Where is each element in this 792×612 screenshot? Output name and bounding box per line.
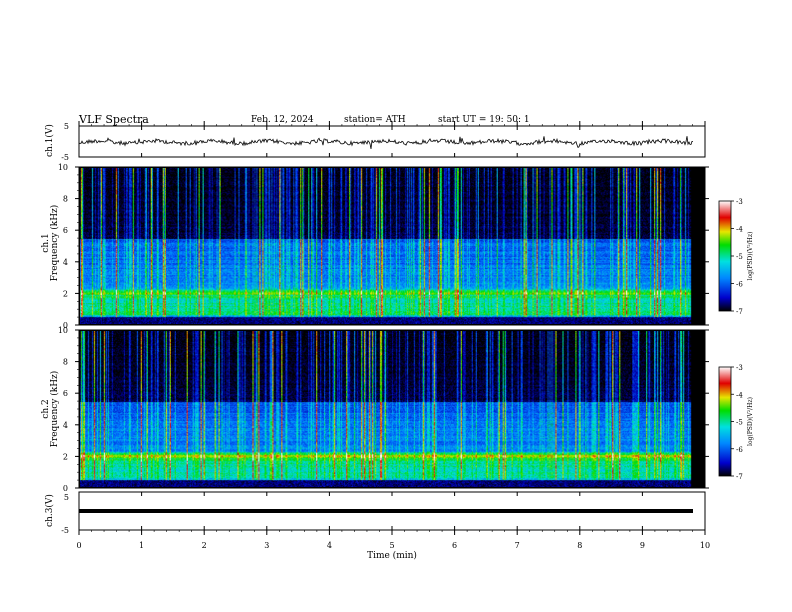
- ch2-colorbar-tick-label: -5: [736, 419, 743, 427]
- start-time-label: start UT = 19: 50: 1: [438, 115, 530, 125]
- ch2-colorbar-tick-label: -3: [736, 364, 743, 372]
- ch2-colorbar-tick-label: -6: [736, 446, 743, 454]
- ch1-waveform-line: [78, 136, 693, 149]
- ch2-spec-frame: [78, 329, 706, 489]
- x-tick-label: 1: [139, 541, 144, 550]
- x-tick-label: 10: [700, 541, 710, 550]
- x-tick-label: 2: [202, 541, 207, 550]
- ch3-wave-ytick-label: -5: [61, 526, 69, 535]
- ch1-wave-ytick-label: -5: [61, 153, 69, 162]
- ch1-spec-ytick-label: 0: [63, 321, 68, 330]
- ch1-spec-ytick-label: 2: [63, 289, 68, 298]
- x-tick-label: 9: [640, 541, 645, 550]
- ch2-spectrogram: [79, 330, 705, 488]
- ch1-spec-ytick-label: 6: [63, 226, 68, 235]
- ch2-spec-ytick-label: 10: [58, 326, 68, 335]
- ch1-spectrogram: [79, 167, 705, 325]
- x-tick-label: 3: [264, 541, 269, 550]
- ch3-wave-ytick-label: 5: [64, 493, 69, 502]
- ch2-colorbar-label: log(PSD)(V²/Hz): [747, 397, 754, 446]
- ch1-colorbar-tick-label: -6: [736, 281, 743, 289]
- station-label: station= ATH: [344, 115, 406, 125]
- ch1-spec-ytick-label: 4: [63, 258, 68, 267]
- x-tick-label: 6: [452, 541, 457, 550]
- ch2-spec-ytick-label: 8: [63, 358, 68, 367]
- x-tick-label: 8: [577, 541, 582, 550]
- ch2-colorbar-tick-label: -4: [736, 391, 743, 399]
- ch1-colorbar-tick-label: -4: [736, 226, 743, 234]
- ch2-colorbar-tick-label: -7: [736, 473, 743, 481]
- ch1-colorbar-tick-label: -7: [736, 308, 743, 316]
- chart-title: VLF Spectra: [79, 113, 149, 126]
- x-tick-label: 4: [327, 541, 332, 550]
- ch2-colorbar: [718, 366, 732, 477]
- ch1-colorbar-tick-label: -3: [736, 198, 743, 206]
- ch1-colorbar-tick-label: -5: [736, 253, 743, 261]
- ch1-spec-ytick-label: 8: [63, 195, 68, 204]
- ch1-colorbar-label: log(PSD)(V²/Hz): [747, 232, 754, 281]
- ch1-spec-frame: [78, 166, 706, 326]
- x-tick-label: 7: [515, 541, 520, 550]
- ch1-wave-ytick-label: 5: [64, 122, 69, 131]
- ch2-spec-ytick-label: 6: [63, 389, 68, 398]
- ch1-spec-ytick-label: 10: [58, 163, 68, 172]
- ch2-spec-ytick-label: 2: [63, 452, 68, 461]
- ch1-colorbar: [718, 200, 732, 312]
- x-tick-label: 5: [389, 541, 394, 550]
- date-label: Feb. 12, 2024: [251, 115, 314, 125]
- ch2-spec-ytick-label: 0: [63, 484, 68, 493]
- x-axis-label: Time (min): [367, 550, 417, 561]
- x-tick-label: 0: [76, 541, 81, 550]
- ch2-spec-ytick-label: 4: [63, 421, 68, 430]
